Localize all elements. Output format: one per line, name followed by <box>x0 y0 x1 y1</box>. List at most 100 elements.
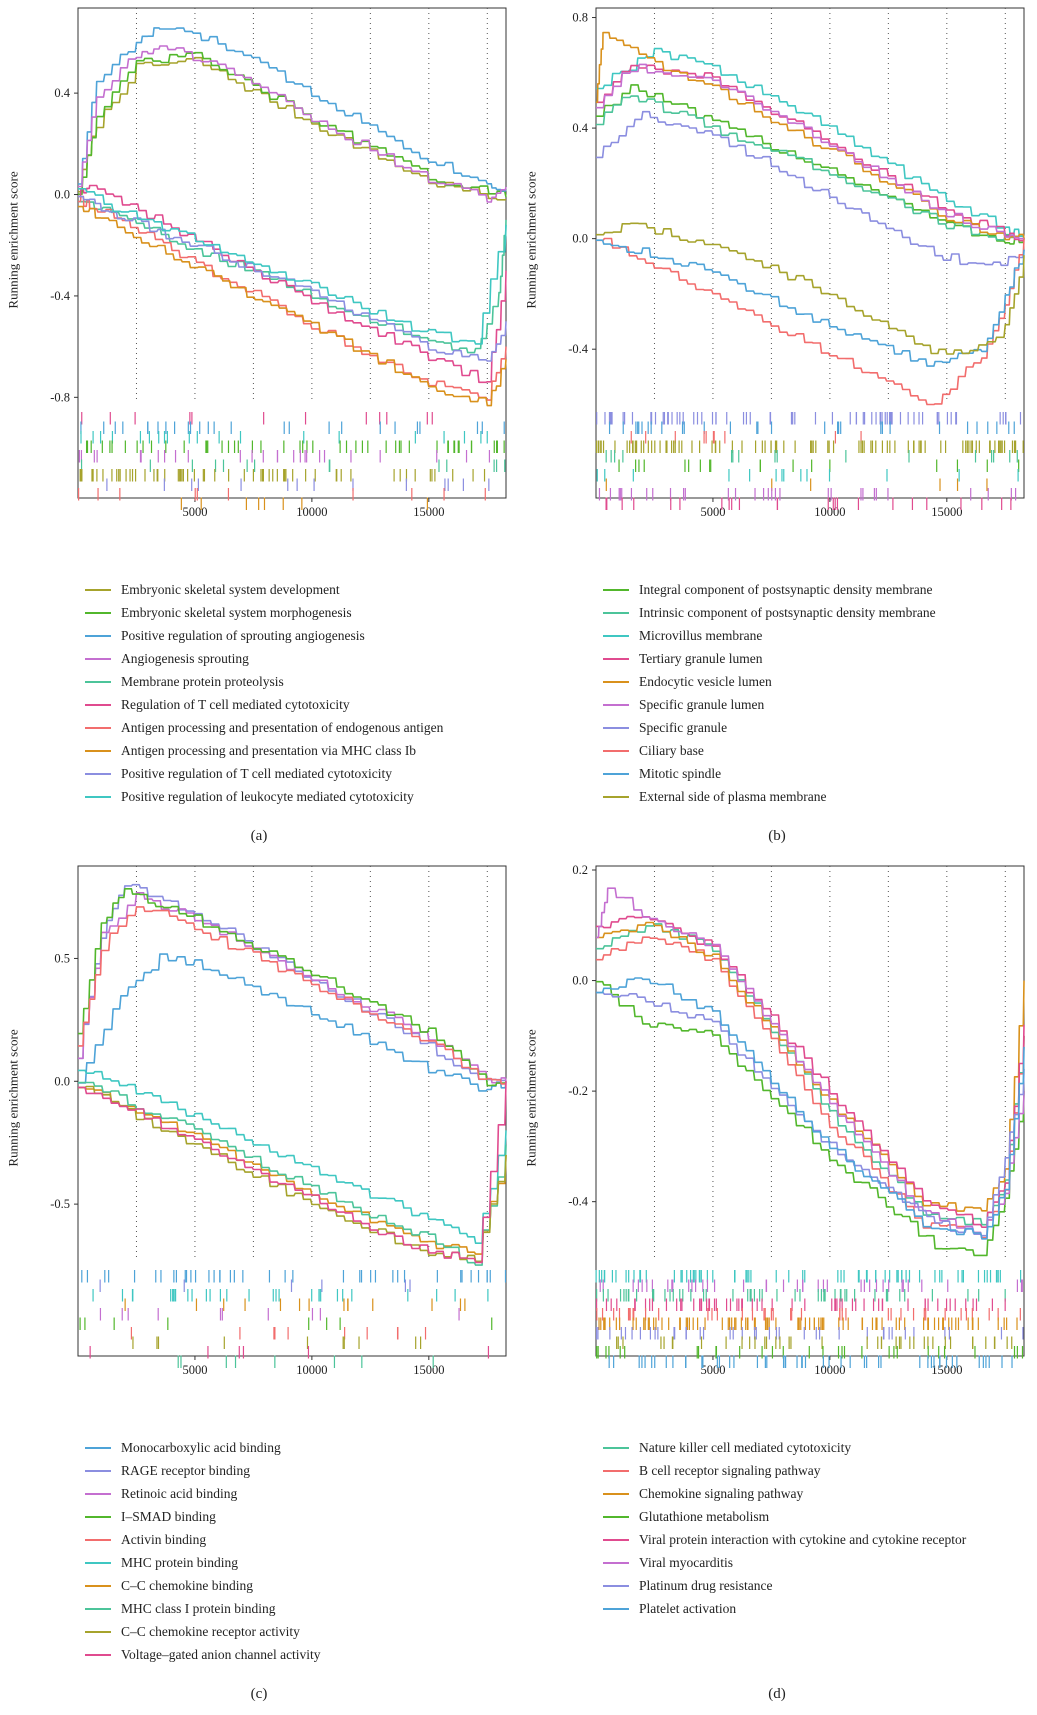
legend-label: Activin binding <box>121 1531 207 1547</box>
legend-item: Tertiary granule lumen <box>603 647 1033 670</box>
series-line <box>78 56 507 201</box>
y-tick-label: 0.4 <box>54 86 70 100</box>
legend-label: External side of plasma membrane <box>639 788 827 804</box>
hit-row <box>180 497 429 510</box>
legend-label: RAGE receptor binding <box>121 1462 250 1478</box>
hit-row <box>79 469 486 482</box>
panel-caption: (a) <box>250 828 268 844</box>
legend-swatch <box>603 657 629 660</box>
panel-c: Running enrichment score 0.5 0.0 -0.5 5000 1… <box>0 858 518 1715</box>
series-line <box>78 1081 507 1264</box>
legend-swatch <box>603 611 629 614</box>
series-line <box>78 45 507 203</box>
legend-label: Specific granule lumen <box>639 696 765 712</box>
series-line <box>596 887 1025 1240</box>
y-tick-label: 0.4 <box>572 121 588 135</box>
legend-swatch <box>603 634 629 637</box>
series-line <box>78 883 507 1082</box>
hit-row <box>608 1355 1013 1368</box>
legend-swatch <box>603 1561 629 1564</box>
y-tick-label: 0.2 <box>572 863 588 877</box>
x-tick-label: 15000 <box>413 505 444 519</box>
legend-label: Endocytic vesicle lumen <box>639 673 772 689</box>
legend-item: External side of plasma membrane <box>603 785 1033 808</box>
series-line <box>78 27 507 192</box>
x-tick-label: 5000 <box>182 1363 207 1377</box>
legend-swatch <box>85 588 111 591</box>
legend-label: MHC class I protein binding <box>121 1600 276 1616</box>
legend-item: Nature killer cell mediated cytotoxicity <box>603 1436 1033 1459</box>
legend-item: Angiogenesis sprouting <box>85 647 515 670</box>
series-line <box>596 47 1025 239</box>
legend-swatch <box>603 749 629 752</box>
legend-item: Intrinsic component of postsynaptic dens… <box>603 601 1033 624</box>
chart-svg: 0.8 0.4 0.0 -0.4 5000 10000 15000 <box>568 7 1025 519</box>
panel-d: Running enrichment score 0.2 0.0 -0.2 -0.4 5… <box>518 858 1036 1715</box>
series-line <box>78 1081 507 1266</box>
hit-row <box>605 478 988 491</box>
legend-swatch <box>85 726 111 729</box>
plot-frame <box>77 7 507 499</box>
legend-label: Glutathione metabolism <box>639 1508 770 1524</box>
hit-row <box>106 478 490 491</box>
y-tick-label: -0.8 <box>50 390 70 404</box>
legend-item: Monocarboxylic acid binding <box>85 1436 515 1459</box>
x-tick-label: 15000 <box>413 1363 444 1377</box>
legend-swatch <box>85 703 111 706</box>
legend-label: Tertiary granule lumen <box>639 650 763 666</box>
hit-row <box>130 1327 427 1340</box>
series-line <box>596 237 1025 406</box>
legend-label: Viral myocarditis <box>639 1554 734 1570</box>
series-line <box>78 953 507 1092</box>
legend-swatch <box>85 657 111 660</box>
series-line <box>78 51 507 198</box>
hit-row <box>89 1346 490 1359</box>
hit-row <box>596 1346 1024 1359</box>
plot-frame <box>595 7 1025 499</box>
legend-swatch <box>85 1653 111 1656</box>
legend-swatch <box>603 588 629 591</box>
hit-row <box>616 1336 1013 1349</box>
legend-label: Intrinsic component of postsynaptic dens… <box>639 604 936 620</box>
legend-item: Chemokine signaling pathway <box>603 1482 1033 1505</box>
legend-swatch <box>603 703 629 706</box>
panel-caption: (b) <box>768 828 786 844</box>
legend-item: MHC class I protein binding <box>85 1597 515 1620</box>
legend-swatch <box>85 1515 111 1518</box>
panel-caption: (c) <box>250 1686 268 1702</box>
legend-swatch <box>603 1492 629 1495</box>
panel-caption: (d) <box>768 1686 786 1702</box>
hit-row <box>596 1308 1021 1321</box>
legend-item: Mitotic spindle <box>603 762 1033 785</box>
series-line <box>596 980 1025 1257</box>
legend-label: Integral component of postsynaptic densi… <box>639 581 933 597</box>
x-tick-label: 15000 <box>931 505 962 519</box>
series-line <box>78 887 507 1087</box>
legend-swatch <box>85 634 111 637</box>
x-tick-label: 10000 <box>296 1363 327 1377</box>
legend-swatch <box>85 1630 111 1633</box>
legend-item: Membrane protein proteolysis <box>85 670 515 693</box>
hit-row <box>80 459 506 472</box>
legend-swatch <box>603 1584 629 1587</box>
hit-row <box>78 450 491 463</box>
legend-swatch <box>85 1584 111 1587</box>
legend-item: Viral protein interaction with cytokine … <box>603 1528 1033 1551</box>
hit-row <box>81 412 433 425</box>
hit-row <box>608 421 1015 434</box>
panel-a: Running enrichment score 0.4 0.0 -0.4 -0.8 5… <box>0 0 518 857</box>
legend-label: I–SMAD binding <box>121 1508 216 1524</box>
legend-label: C–C chemokine binding <box>121 1577 253 1593</box>
legend-item: RAGE receptor binding <box>85 1459 515 1482</box>
hit-row <box>598 1317 1018 1330</box>
hit-row <box>81 1270 507 1283</box>
legend-swatch <box>603 680 629 683</box>
legend-label: Membrane protein proteolysis <box>121 673 284 689</box>
legend-swatch <box>603 1469 629 1472</box>
legend-item: Ciliary base <box>603 739 1033 762</box>
x-tick-label: 10000 <box>296 505 327 519</box>
hit-row <box>599 1279 1023 1292</box>
legend-item: Activin binding <box>85 1528 515 1551</box>
series-line <box>596 222 1025 355</box>
series-line <box>78 906 507 1085</box>
